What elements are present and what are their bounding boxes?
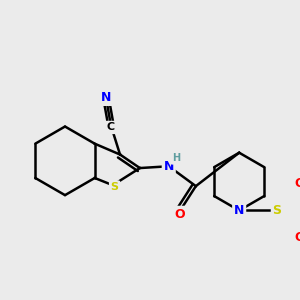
Text: S: S bbox=[111, 182, 119, 192]
Text: N: N bbox=[234, 204, 244, 217]
Text: C: C bbox=[107, 122, 115, 132]
Text: S: S bbox=[273, 204, 282, 217]
Text: H: H bbox=[172, 153, 180, 163]
Text: N: N bbox=[164, 160, 174, 173]
Text: O: O bbox=[294, 231, 300, 244]
Text: O: O bbox=[174, 208, 185, 220]
Text: N: N bbox=[101, 91, 112, 104]
Text: O: O bbox=[294, 177, 300, 190]
